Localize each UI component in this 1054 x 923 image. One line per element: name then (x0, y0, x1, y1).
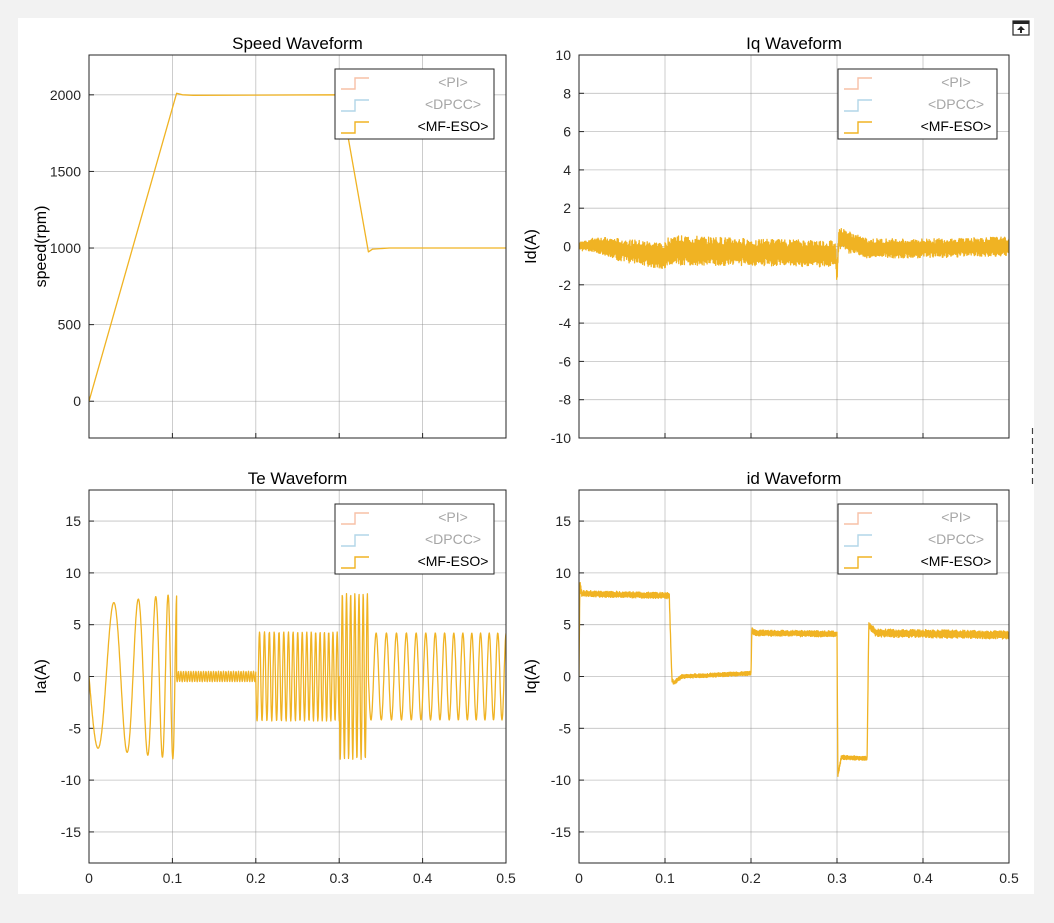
legend-label: <PI> (941, 509, 971, 525)
y-tick-label: -5 (69, 720, 82, 736)
legend-box (334, 68, 495, 140)
chart-te: 0 0.1 0.2 0.3 0.4 0.5 -15 -10 -5 0 5 10 15 Te Wavefor… (33, 469, 516, 886)
x-tick-label: 0.4 (413, 870, 433, 886)
chart-title: Iq Waveform (746, 34, 842, 53)
chart-title: id Waveform (747, 469, 842, 488)
y-tick-label: -4 (559, 315, 572, 331)
legend-label: <MF-ESO> (921, 118, 992, 134)
y-axis-label: Ia(A) (33, 659, 50, 694)
y-tick-label: -10 (551, 772, 571, 788)
y-tick-label: 10 (555, 47, 571, 63)
x-tick-label: 0 (85, 870, 93, 886)
series-line-mf-eso (579, 581, 1009, 777)
axes-box (88, 489, 507, 864)
legend-label: <DPCC> (928, 531, 984, 547)
axes-box (578, 489, 1010, 864)
y-tick-label: 0 (73, 393, 81, 409)
legend-swatch (844, 77, 872, 90)
legend-swatch (341, 121, 369, 134)
y-tick-label: 1000 (50, 240, 81, 256)
legend-label: <DPCC> (425, 96, 481, 112)
splitter-handle[interactable] (1031, 428, 1034, 488)
legend-label: <MF-ESO> (921, 553, 992, 569)
legend-label: <MF-ESO> (418, 553, 489, 569)
x-tick-label: 0.2 (741, 870, 761, 886)
legend-box (837, 503, 998, 575)
y-tick-label: 5 (563, 617, 571, 633)
y-tick-label: 0 (73, 669, 81, 685)
legend: <PI> <DPCC> <MF-ESO> (837, 68, 998, 140)
x-tick-label: 0.5 (999, 870, 1019, 886)
series-line-mf-eso (89, 592, 506, 761)
legend-swatch (844, 534, 872, 547)
series-line-mf-eso (579, 227, 1009, 281)
x-tick-label: 0.1 (163, 870, 183, 886)
y-tick-label: -15 (61, 824, 81, 840)
legend-swatch (341, 556, 369, 569)
legend-label: <PI> (941, 74, 971, 90)
y-tick-label: 10 (555, 565, 571, 581)
y-tick-label: -2 (559, 277, 572, 293)
x-tick-label: 0.3 (827, 870, 847, 886)
x-tick-label: 0.4 (913, 870, 933, 886)
legend-swatch (844, 556, 872, 569)
legend-box (334, 503, 495, 575)
y-tick-label: 2000 (50, 87, 81, 103)
legend: <PI> <DPCC> <MF-ESO> (837, 503, 998, 575)
figure-canvas: 0 500 1000 1500 2000 Speed Waveform speed(rpm)… (18, 18, 1034, 894)
legend-label: <DPCC> (928, 96, 984, 112)
y-tick-label: -10 (551, 430, 571, 446)
legend: <PI> <DPCC> <MF-ESO> (334, 503, 495, 575)
undock-icon[interactable] (1012, 20, 1030, 36)
legend-swatch (341, 534, 369, 547)
legend-swatch (341, 77, 369, 90)
legend-swatch (844, 121, 872, 134)
x-tick-label: 0.3 (329, 870, 349, 886)
y-tick-label: 500 (58, 317, 82, 333)
legend-label: <PI> (438, 509, 468, 525)
x-tick-label: 0.1 (655, 870, 675, 886)
y-axis-label: Iq(A) (523, 659, 540, 694)
y-tick-label: 6 (563, 124, 571, 140)
legend-swatch (844, 512, 872, 525)
y-tick-label: -5 (559, 720, 572, 736)
y-axis-label: Id(A) (523, 229, 540, 264)
chart-id: 0 0.1 0.2 0.3 0.4 0.5 -15 -10 -5 0 5 10 15 id Wavefor… (523, 469, 1019, 886)
y-tick-label: 0 (563, 239, 571, 255)
legend-label: <PI> (438, 74, 468, 90)
legend-label: <MF-ESO> (418, 118, 489, 134)
y-tick-label: 0 (563, 669, 571, 685)
y-tick-label: 8 (563, 85, 571, 101)
legend: <PI> <DPCC> <MF-ESO> (334, 68, 495, 140)
chart-iq: -10 -8 -6 -4 -2 0 2 4 6 8 10 Iq Waveform Id(A) <PI> <D… (523, 34, 1010, 446)
legend-box (837, 68, 998, 140)
y-tick-label: -6 (559, 353, 572, 369)
legend-swatch (341, 512, 369, 525)
x-tick-label: 0 (575, 870, 583, 886)
axes-box (578, 54, 1010, 439)
y-axis-label: speed(rpm) (33, 206, 50, 288)
y-tick-label: -8 (559, 392, 572, 408)
y-tick-label: 1500 (50, 163, 81, 179)
y-tick-label: 5 (73, 617, 81, 633)
x-tick-label: 0.2 (246, 870, 266, 886)
legend-swatch (844, 99, 872, 112)
chart-title: Te Waveform (248, 469, 348, 488)
legend-label: <DPCC> (425, 531, 481, 547)
axes-box (88, 54, 507, 439)
chart-speed: 0 500 1000 1500 2000 Speed Waveform speed(rpm)… (33, 34, 507, 439)
y-tick-label: 2 (563, 200, 571, 216)
y-tick-label: 15 (555, 513, 571, 529)
y-tick-label: 4 (563, 162, 571, 178)
x-tick-label: 0.5 (496, 870, 516, 886)
y-tick-label: -10 (61, 772, 81, 788)
y-tick-label: 15 (65, 513, 81, 529)
y-tick-label: 10 (65, 565, 81, 581)
y-tick-label: -15 (551, 824, 571, 840)
legend-swatch (341, 99, 369, 112)
chart-title: Speed Waveform (232, 34, 363, 53)
